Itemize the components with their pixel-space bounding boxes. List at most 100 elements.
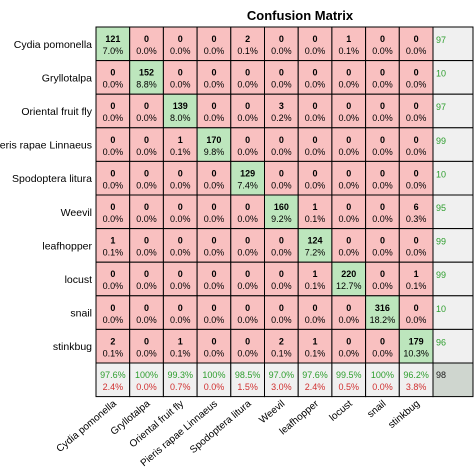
cell-percent: 0.1%	[271, 348, 292, 358]
cell-percent: 0.2%	[271, 113, 292, 123]
row-summary-value: 99	[436, 270, 446, 280]
cell-percent: 7.0%	[103, 46, 124, 56]
cell-count: 0	[178, 68, 183, 78]
cell-percent: 0.0%	[237, 214, 258, 224]
row-summary-cell	[432, 26, 474, 62]
cell-count: 0	[313, 68, 318, 78]
cell-percent: 7.4%	[237, 180, 258, 190]
cell-percent: 0.0%	[103, 147, 124, 157]
matrix-cell	[230, 328, 266, 364]
column-correct-rate: 97.6%	[302, 370, 328, 380]
cell-percent: 0.0%	[170, 248, 191, 258]
row-summary-value: 10	[436, 169, 446, 179]
cell-count: 0	[211, 168, 216, 178]
row-label: snail	[70, 308, 92, 320]
matrix-cell	[95, 295, 131, 330]
cell-percent: 0.0%	[204, 348, 225, 358]
matrix-cell	[365, 160, 400, 196]
cell-count: 0	[279, 269, 284, 279]
cell-count: 0	[380, 168, 385, 178]
cell-percent: 0.0%	[338, 214, 359, 224]
cell-percent: 0.0%	[372, 348, 393, 358]
cell-percent: 0.0%	[170, 281, 191, 291]
matrix-cell	[398, 60, 434, 95]
chart-title: Confusion Matrix	[247, 8, 354, 23]
cell-count: 1	[346, 34, 351, 44]
cell-percent: 0.0%	[136, 180, 157, 190]
column-label: Spodoptera litura	[188, 398, 254, 456]
cell-percent: 7.2%	[305, 248, 326, 258]
cell-count: 0	[414, 101, 419, 111]
cell-percent: 0.0%	[237, 147, 258, 157]
cell-count: 0	[380, 269, 385, 279]
cell-percent: 0.0%	[305, 180, 326, 190]
cell-count: 121	[105, 34, 120, 44]
cell-percent: 0.0%	[204, 180, 225, 190]
row-label: stinkbug	[53, 341, 92, 353]
cell-percent: 0.0%	[237, 281, 258, 291]
overall-accuracy-value: 98	[436, 370, 446, 380]
cell-percent: 0.0%	[338, 315, 359, 325]
row-summary-value: 10	[436, 304, 446, 314]
column-error-rate: 3.8%	[406, 382, 427, 392]
cell-count: 0	[380, 34, 385, 44]
row-summary-value: 96	[436, 337, 446, 347]
matrix-cell	[95, 127, 131, 162]
matrix-cell	[95, 93, 131, 129]
cell-count: 170	[206, 135, 221, 145]
cell-count: 0	[110, 168, 115, 178]
column-error-rate: 0.0%	[204, 382, 225, 392]
matrix-cell	[331, 26, 367, 62]
cell-count: 0	[414, 236, 419, 246]
column-label: stinkbug	[386, 398, 422, 430]
cell-count: 0	[346, 68, 351, 78]
cell-count: 0	[211, 269, 216, 279]
row-label: Oriental fruit fly	[21, 106, 92, 118]
column-label: Weevil	[257, 398, 287, 426]
row-label: Weevil	[61, 207, 92, 219]
cell-count: 0	[346, 336, 351, 346]
cell-percent: 0.1%	[305, 348, 326, 358]
cell-count: 0	[346, 202, 351, 212]
cell-count: 0	[414, 135, 419, 145]
cell-count: 0	[178, 303, 183, 313]
cell-percent: 0.0%	[204, 281, 225, 291]
cell-count: 0	[178, 202, 183, 212]
matrix-cell	[129, 26, 164, 62]
cell-percent: 0.0%	[237, 80, 258, 90]
cell-count: 0	[144, 34, 149, 44]
cell-percent: 0.0%	[372, 180, 393, 190]
cell-percent: 10.3%	[403, 348, 429, 358]
cell-percent: 0.0%	[406, 180, 427, 190]
matrix-cell	[129, 60, 164, 95]
column-correct-rate: 100%	[371, 370, 394, 380]
cell-percent: 0.0%	[271, 248, 292, 258]
matrix-cell	[196, 60, 232, 95]
cell-count: 1	[313, 269, 318, 279]
cell-count: 0	[313, 303, 318, 313]
cell-percent: 0.0%	[338, 113, 359, 123]
cell-count: 124	[308, 236, 323, 246]
matrix-cell	[95, 194, 131, 230]
cell-percent: 0.0%	[237, 315, 258, 325]
cell-count: 0	[211, 34, 216, 44]
cell-percent: 0.0%	[237, 248, 258, 258]
matrix-cell	[365, 295, 400, 330]
cell-percent: 12.7%	[336, 281, 362, 291]
cell-percent: 0.1%	[170, 147, 191, 157]
cell-count: 0	[144, 303, 149, 313]
cell-count: 0	[144, 269, 149, 279]
cell-count: 1	[414, 269, 419, 279]
cell-percent: 0.0%	[305, 315, 326, 325]
cell-percent: 0.0%	[271, 147, 292, 157]
cell-percent: 0.0%	[406, 80, 427, 90]
cell-percent: 18.2%	[370, 315, 396, 325]
column-error-rate: 0.7%	[170, 382, 191, 392]
cell-count: 0	[414, 68, 419, 78]
column-error-rate: 0.5%	[338, 382, 359, 392]
cell-count: 1	[313, 202, 318, 212]
cell-count: 0	[380, 202, 385, 212]
matrix-cell	[264, 26, 299, 62]
row-label: Spodoptera litura	[12, 173, 92, 185]
matrix-cell	[297, 228, 333, 263]
